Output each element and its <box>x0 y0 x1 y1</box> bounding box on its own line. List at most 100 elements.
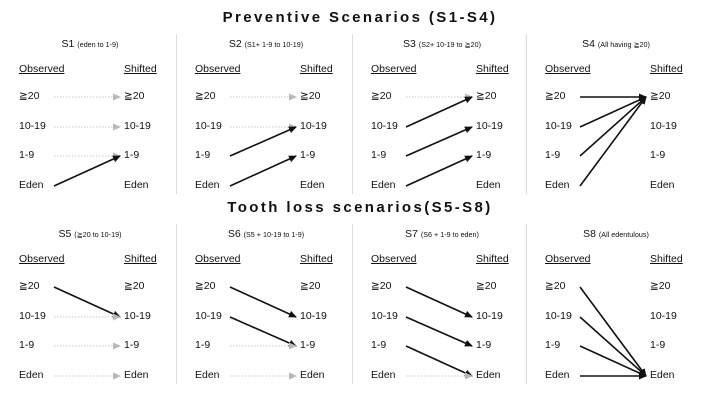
observed-header: Observed <box>19 63 65 75</box>
observed-header: Observed <box>545 253 591 265</box>
observed-level: 10-19 <box>19 310 46 322</box>
observed-level: ≧20 <box>545 90 566 102</box>
shift-arrows <box>405 93 473 187</box>
shifted-header: Shifted <box>124 63 157 75</box>
shifted-level: Eden <box>124 179 149 191</box>
observed-level: 10-19 <box>371 310 398 322</box>
shift-arrow <box>579 286 647 377</box>
panel-title: S7 (S6 + 1-9 to eden) <box>356 228 528 240</box>
scenario-panel-s1: S1 (eden to 1-9) Observed Shifted ≧20 ≧20 10-… <box>4 38 176 203</box>
panel-divider <box>526 34 527 194</box>
scenario-note: (S5 + 10-19 to 1-9) <box>243 230 305 239</box>
shifted-level: Eden <box>300 179 325 191</box>
scenario-name: S3 <box>403 38 419 50</box>
shift-arrow <box>579 96 647 157</box>
observed-header: Observed <box>371 253 417 265</box>
panel-title: S1 (eden to 1-9) <box>4 38 176 50</box>
observed-level: 1-9 <box>195 149 211 161</box>
observed-level: 10-19 <box>545 120 572 132</box>
scenario-panel-s4: S4 (All having ≧20) Observed Shifted ≧20 ≧20… <box>530 38 702 203</box>
shift-arrow <box>229 316 297 347</box>
scenario-note: (All edentulous) <box>598 230 649 239</box>
observed-level: Eden <box>195 369 220 381</box>
shift-arrow <box>229 126 297 157</box>
observed-level: Eden <box>545 179 570 191</box>
panel-title: S2 (S1+ 1-9 to 10-19) <box>180 38 352 50</box>
panel-divider <box>176 224 177 384</box>
shifted-level: 10-19 <box>476 310 503 322</box>
observed-level: ≧20 <box>195 280 216 292</box>
shifted-level: 1-9 <box>300 149 316 161</box>
observed-level: 10-19 <box>195 120 222 132</box>
shifted-level: ≧20 <box>650 280 671 292</box>
shift-arrow <box>405 316 473 347</box>
observed-level: ≧20 <box>545 280 566 292</box>
shifted-header: Shifted <box>650 253 683 265</box>
panel-title: S3 (S2+ 10-19 to ≧20) <box>356 38 528 50</box>
shift-arrow <box>579 316 647 377</box>
scenario-panel-s8: S8 (All edentulous) Observed Shifted ≧20 ≧20… <box>530 228 702 393</box>
observed-level: Eden <box>371 179 396 191</box>
shift-arrow <box>53 155 121 187</box>
shifted-level: 10-19 <box>124 120 151 132</box>
shifted-header: Shifted <box>650 63 683 75</box>
scenario-name: S5 <box>58 228 75 240</box>
panel-divider <box>352 224 353 384</box>
observed-header: Observed <box>545 63 591 75</box>
scenario-name: S4 <box>582 38 598 50</box>
observed-level: 10-19 <box>195 310 222 322</box>
shift-arrows <box>229 93 297 187</box>
scenario-note: (≧20 to 10-19) <box>74 230 122 239</box>
shifted-level: Eden <box>476 369 501 381</box>
observed-level: Eden <box>19 179 44 191</box>
observed-level: 1-9 <box>371 149 387 161</box>
scenario-name: S8 <box>583 228 599 240</box>
shift-arrows <box>53 93 121 187</box>
observed-level: ≧20 <box>19 280 40 292</box>
scenario-panel-s5: S5 (≧20 to 10-19) Observed Shifted ≧20 ≧20 10… <box>4 228 176 393</box>
shifted-level: ≧20 <box>124 90 145 102</box>
shift-arrow <box>579 96 647 187</box>
shift-arrows <box>53 286 121 380</box>
shift-arrow <box>53 286 121 318</box>
panel-divider <box>352 34 353 194</box>
scenario-note: (S6 + 1-9 to eden) <box>420 230 479 239</box>
shifted-level: 10-19 <box>124 310 151 322</box>
observed-level: ≧20 <box>195 90 216 102</box>
observed-level: 1-9 <box>371 339 387 351</box>
shifted-level: ≧20 <box>476 90 497 102</box>
scenario-note: (eden to 1-9) <box>77 40 119 49</box>
scenario-note: (All having ≧20) <box>597 40 650 49</box>
observed-level: 1-9 <box>545 339 561 351</box>
scenario-panel-s2: S2 (S1+ 1-9 to 10-19) Observed Shifted ≧20 ≧… <box>180 38 352 203</box>
scenario-panel-s7: S7 (S6 + 1-9 to eden) Observed Shifted ≧20 ≧… <box>356 228 528 393</box>
shift-arrow <box>405 286 473 318</box>
observed-level: 10-19 <box>371 120 398 132</box>
shifted-header: Shifted <box>300 253 333 265</box>
observed-level: Eden <box>371 369 396 381</box>
shifted-level: Eden <box>476 179 501 191</box>
preventive-section-title: Preventive Scenarios (S1-S4) <box>222 9 498 26</box>
observed-header: Observed <box>195 63 241 75</box>
shift-arrow <box>405 155 473 187</box>
shifted-level: 10-19 <box>300 120 327 132</box>
panel-divider <box>526 224 527 384</box>
shifted-level: 10-19 <box>476 120 503 132</box>
observed-level: 1-9 <box>545 149 561 161</box>
shifted-level: 10-19 <box>300 310 327 322</box>
shifted-level: Eden <box>124 369 149 381</box>
shifted-level: 1-9 <box>124 339 140 351</box>
panel-title: S8 (All edentulous) <box>530 228 702 240</box>
shifted-level: ≧20 <box>124 280 145 292</box>
observed-header: Observed <box>195 253 241 265</box>
observed-level: Eden <box>19 369 44 381</box>
scenario-name: S7 <box>405 228 421 240</box>
panel-title: S4 (All having ≧20) <box>530 38 702 50</box>
shifted-level: Eden <box>300 369 325 381</box>
observed-level: 1-9 <box>195 339 211 351</box>
shift-arrow <box>229 155 297 187</box>
scenario-panel-s6: S6 (S5 + 10-19 to 1-9) Observed Shifted ≧20… <box>180 228 352 393</box>
shifted-level: ≧20 <box>300 90 321 102</box>
shifted-level: Eden <box>650 179 675 191</box>
scenario-name: S1 <box>61 38 78 50</box>
